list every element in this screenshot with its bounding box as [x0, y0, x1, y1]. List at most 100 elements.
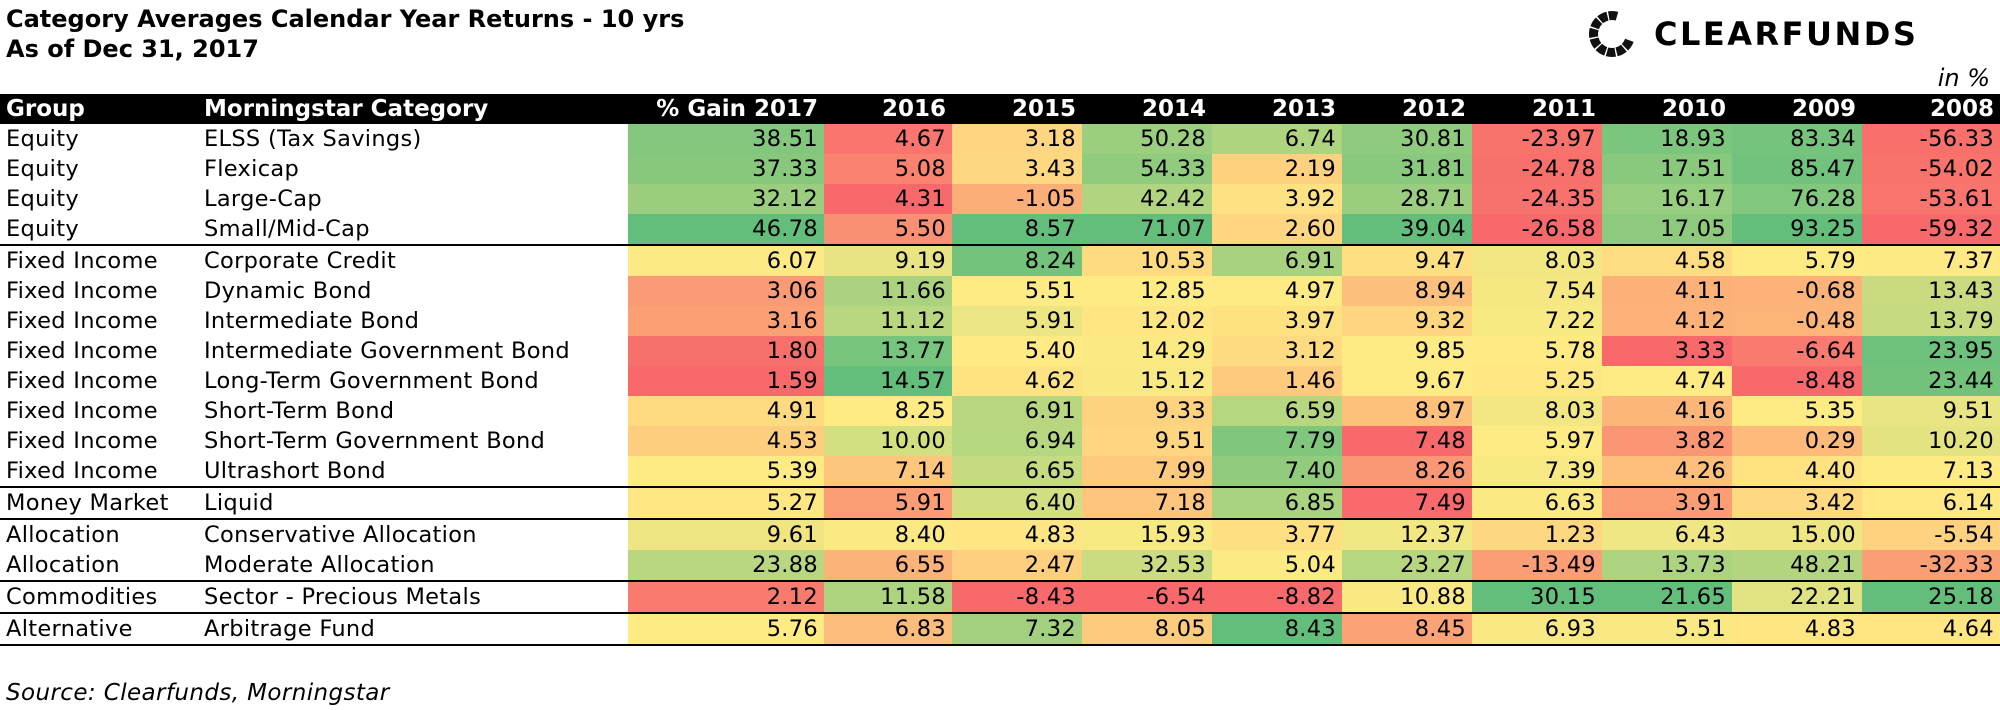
return-value-cell: 13.79 — [1862, 306, 2000, 336]
category-cell: Short-Term Government Bond — [204, 428, 546, 454]
table-row: Fixed Income Ultrashort Bond 5.39 7.14 6.65 7… — [0, 456, 2000, 487]
return-value-cell: 50.28 — [1082, 124, 1212, 154]
return-value-cell: 10.00 — [824, 426, 952, 456]
return-value-cell: -8.48 — [1732, 366, 1862, 396]
return-value-cell: -59.32 — [1862, 214, 2000, 245]
category-cell: Arbitrage Fund — [198, 612, 628, 646]
return-value-cell: 6.74 — [1212, 124, 1342, 154]
return-value-cell: 6.59 — [1212, 396, 1342, 426]
return-value-cell: -54.02 — [1862, 154, 2000, 184]
return-value-cell: 7.79 — [1212, 426, 1342, 456]
category-cell: Long-Term Government Bond — [204, 368, 539, 394]
group-cell: Alternative — [0, 612, 198, 646]
return-value-cell: 12.37 — [1342, 518, 1472, 550]
return-value-cell: -6.54 — [1082, 580, 1212, 613]
return-value-cell: 4.64 — [1862, 612, 2000, 646]
table-row: Alternative Arbitrage Fund 5.76 6.83 7.32 8.0… — [0, 612, 2000, 646]
return-value-cell: 1.59 — [628, 366, 824, 396]
chart-title: Category Averages Calendar Year Returns … — [6, 5, 685, 33]
column-header: 2008 — [1862, 94, 2000, 124]
return-value-cell: 4.91 — [628, 396, 824, 426]
brand-logo: CLEARFUNDS — [1588, 10, 1918, 58]
return-value-cell: 13.77 — [824, 336, 952, 366]
return-value-cell: 5.51 — [1602, 612, 1732, 646]
group-cell: Equity — [6, 156, 79, 182]
return-value-cell: 32.12 — [628, 184, 824, 214]
return-value-cell: 3.33 — [1602, 336, 1732, 366]
return-value-cell: 2.60 — [1212, 214, 1342, 245]
category-cell: Short-Term Bond — [204, 398, 395, 424]
return-value-cell: 9.85 — [1342, 336, 1472, 366]
return-value-cell: 23.95 — [1862, 336, 2000, 366]
return-value-cell: -0.68 — [1732, 276, 1862, 306]
return-value-cell: 9.61 — [628, 518, 824, 550]
return-value-cell: 7.40 — [1212, 456, 1342, 487]
return-value-cell: -32.33 — [1862, 550, 2000, 581]
return-value-cell: 76.28 — [1732, 184, 1862, 214]
return-value-cell: 5.08 — [824, 154, 952, 184]
return-value-cell: 5.79 — [1732, 244, 1862, 276]
column-header: 2016 — [824, 94, 952, 124]
return-value-cell: 6.40 — [952, 486, 1082, 519]
return-value-cell: 21.65 — [1602, 580, 1732, 613]
return-value-cell: 83.34 — [1732, 124, 1862, 154]
return-value-cell: 11.66 — [824, 276, 952, 306]
table-row: Equity Small/Mid-Cap 46.78 5.50 8.57 71.07 2.6… — [0, 214, 2000, 245]
return-value-cell: 6.65 — [952, 456, 1082, 487]
source-note: Source: Clearfunds, Morningstar — [6, 680, 390, 706]
return-value-cell: 3.18 — [952, 124, 1082, 154]
group-cell: Fixed Income — [6, 458, 158, 484]
return-value-cell: 6.85 — [1212, 486, 1342, 519]
return-value-cell: 6.91 — [952, 396, 1082, 426]
return-value-cell: 7.13 — [1862, 456, 2000, 487]
return-value-cell: 7.39 — [1472, 456, 1602, 487]
return-value-cell: 13.43 — [1862, 276, 2000, 306]
return-value-cell: 54.33 — [1082, 154, 1212, 184]
return-value-cell: -6.64 — [1732, 336, 1862, 366]
column-header: 2009 — [1732, 94, 1862, 124]
return-value-cell: 10.20 — [1862, 426, 2000, 456]
chart-subtitle: As of Dec 31, 2017 — [6, 35, 259, 63]
table-row: Fixed Income Dynamic Bond 3.06 11.66 5.51 12.… — [0, 276, 2000, 306]
return-value-cell: 28.71 — [1342, 184, 1472, 214]
return-value-cell: 37.33 — [628, 154, 824, 184]
group-cell: Money Market — [0, 486, 198, 519]
return-value-cell: 30.81 — [1342, 124, 1472, 154]
table-row: Fixed Income Intermediate Government Bond… — [0, 336, 2000, 366]
group-cell: Fixed Income — [0, 244, 198, 276]
return-value-cell: 15.12 — [1082, 366, 1212, 396]
return-value-cell: 4.16 — [1602, 396, 1732, 426]
return-value-cell: 5.04 — [1212, 550, 1342, 581]
return-value-cell: 16.17 — [1602, 184, 1732, 214]
return-value-cell: 8.45 — [1342, 612, 1472, 646]
group-cell: Fixed Income — [6, 278, 158, 304]
return-value-cell: 17.05 — [1602, 214, 1732, 245]
title-block: Category Averages Calendar Year Returns … — [6, 4, 684, 64]
clearfunds-logo-icon — [1589, 11, 1634, 57]
group-cell: Allocation — [6, 552, 120, 578]
group-cell: Fixed Income — [6, 308, 158, 334]
table-body: Equity ELSS (Tax Savings) 38.51 4.67 3.18 50.… — [0, 124, 2000, 646]
return-value-cell: -8.43 — [952, 580, 1082, 613]
category-cell: Small/Mid-Cap — [204, 216, 370, 242]
return-value-cell: 22.21 — [1732, 580, 1862, 613]
return-value-cell: 11.58 — [824, 580, 952, 613]
return-value-cell: 4.12 — [1602, 306, 1732, 336]
return-value-cell: 8.97 — [1342, 396, 1472, 426]
return-value-cell: 7.48 — [1342, 426, 1472, 456]
table-row: Commodities Sector - Precious Metals 2.12 1… — [0, 580, 2000, 613]
return-value-cell: 93.25 — [1732, 214, 1862, 245]
return-value-cell: 12.02 — [1082, 306, 1212, 336]
return-value-cell: -56.33 — [1862, 124, 2000, 154]
return-value-cell: 18.93 — [1602, 124, 1732, 154]
return-value-cell: 32.53 — [1082, 550, 1212, 581]
category-cell: Sector - Precious Metals — [198, 580, 628, 613]
return-value-cell: 3.06 — [628, 276, 824, 306]
return-value-cell: 7.32 — [952, 612, 1082, 646]
return-value-cell: 6.94 — [952, 426, 1082, 456]
return-value-cell: 4.83 — [1732, 612, 1862, 646]
column-header: 2011 — [1472, 94, 1602, 124]
table-row: Allocation Conservative Allocation 9.61 8.4… — [0, 518, 2000, 550]
return-value-cell: 6.83 — [824, 612, 952, 646]
category-cell: Ultrashort Bond — [204, 458, 386, 484]
